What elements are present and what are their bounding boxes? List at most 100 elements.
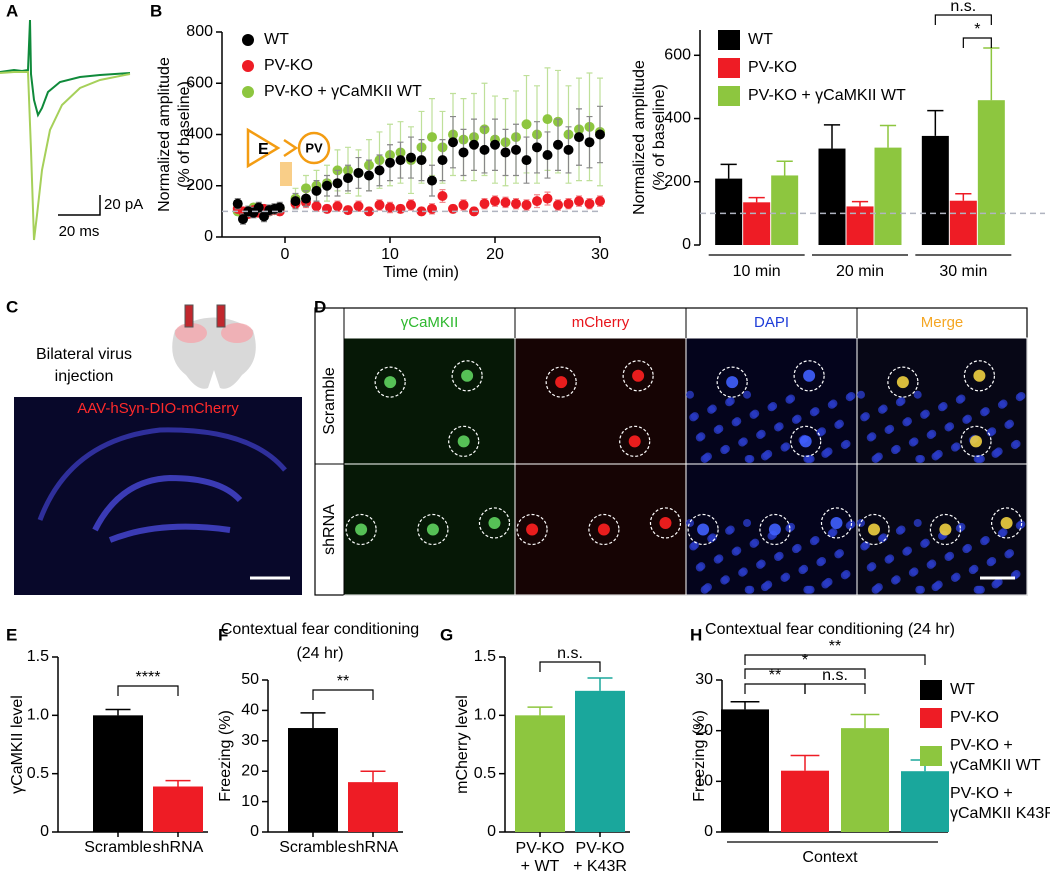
y-axis-label: Normalized amplitude	[156, 57, 173, 212]
y-tick-label: 1.5	[27, 648, 49, 665]
bar	[874, 147, 902, 245]
nucleus	[986, 558, 995, 567]
error-bar	[720, 163, 737, 179]
significance-label: ****	[136, 669, 161, 686]
inset-cell	[297, 131, 331, 165]
cell	[697, 523, 710, 536]
data-point	[332, 178, 343, 189]
syringe	[216, 304, 226, 328]
legend-marker	[242, 34, 254, 46]
nucleus	[756, 560, 765, 569]
data-point	[395, 203, 406, 214]
nucleus	[944, 423, 953, 432]
nucleus	[931, 452, 940, 461]
error-bar	[879, 124, 897, 148]
nucleus	[857, 518, 865, 527]
nucleus	[871, 454, 880, 463]
significance-label: n.s.	[557, 645, 583, 662]
legend-swatch	[718, 86, 740, 106]
nucleus	[962, 545, 971, 554]
legend-label: WT	[950, 681, 975, 698]
data-point	[553, 199, 563, 210]
nucleus	[756, 431, 765, 440]
legend-swatch	[718, 30, 740, 50]
data-point	[274, 202, 285, 213]
cell-outline	[858, 513, 890, 546]
nucleus	[902, 547, 911, 556]
nucleus	[871, 585, 880, 594]
bar	[977, 100, 1005, 245]
nucleus	[884, 425, 893, 434]
nucleus	[973, 454, 982, 463]
cell-outline	[448, 425, 480, 457]
data-point	[521, 119, 532, 130]
data-point	[427, 175, 437, 186]
data-point	[395, 155, 406, 166]
bar	[949, 200, 977, 245]
nucleus	[738, 568, 747, 577]
error-bar	[360, 770, 386, 783]
legend-swatch	[920, 794, 942, 814]
chart-title: Contextual fear conditioning (24 hr)	[705, 621, 955, 638]
nucleus	[857, 390, 865, 399]
bar	[846, 206, 874, 245]
cell-outline	[516, 513, 548, 546]
error-bar	[983, 47, 1000, 101]
data-point	[311, 201, 322, 212]
cell	[1000, 516, 1013, 529]
x-tick-label: PV-KO	[516, 840, 565, 857]
cell	[973, 369, 986, 382]
cell	[597, 523, 610, 536]
nucleus	[749, 539, 758, 548]
legend-marker	[242, 60, 254, 72]
error-bar	[790, 754, 820, 771]
cell-outline	[963, 360, 996, 392]
data-point	[353, 167, 364, 178]
data-point	[511, 144, 521, 155]
cell	[659, 516, 672, 529]
cell	[803, 369, 816, 382]
trace-wt	[0, 19, 131, 118]
cell-outline	[345, 513, 377, 546]
x-tick-label: 10	[381, 246, 399, 263]
nucleus	[1015, 521, 1024, 530]
legend-label: γCaMKII WT	[950, 757, 1041, 774]
y-axis-label: mCherry level	[454, 695, 471, 794]
data-point	[374, 199, 385, 210]
chart-title: Contextual fear conditioning	[221, 621, 419, 638]
legend-label: γCaMKII K43R	[950, 805, 1050, 822]
data-point	[416, 155, 427, 166]
image-structure	[37, 427, 287, 521]
nucleus	[827, 529, 836, 538]
y-tick-label: 1.5	[474, 648, 496, 665]
nucleus	[926, 431, 935, 440]
y-tick-label: 20	[241, 762, 259, 779]
error-bar	[587, 677, 613, 691]
nucleus	[743, 518, 752, 527]
data-point	[479, 144, 490, 155]
significance-bracket	[744, 683, 806, 694]
nucleus	[866, 563, 875, 572]
nucleus	[902, 418, 911, 427]
cell	[632, 369, 645, 382]
injection-site	[221, 323, 253, 343]
significance-label: n.s.	[950, 0, 976, 15]
x-axis-label: Time (min)	[383, 264, 459, 281]
panel-letter: G	[440, 625, 453, 644]
column-header: mCherry	[572, 314, 630, 331]
significance-label: **	[337, 673, 349, 690]
nucleus	[955, 395, 964, 404]
image-grid: γCaMKII mCherry DAPI Merge Scramble shRNA	[314, 307, 1028, 596]
bar	[818, 148, 846, 245]
nucleus	[707, 534, 716, 543]
error-bar	[730, 701, 760, 710]
inset-label: E	[258, 141, 269, 158]
cell-outline	[820, 507, 853, 539]
nucleus	[845, 393, 854, 402]
nucleus	[780, 443, 789, 452]
y-tick-label: 800	[186, 23, 213, 40]
micrograph	[514, 337, 687, 465]
bar	[841, 728, 889, 832]
y-tick-label: 400	[186, 126, 213, 143]
